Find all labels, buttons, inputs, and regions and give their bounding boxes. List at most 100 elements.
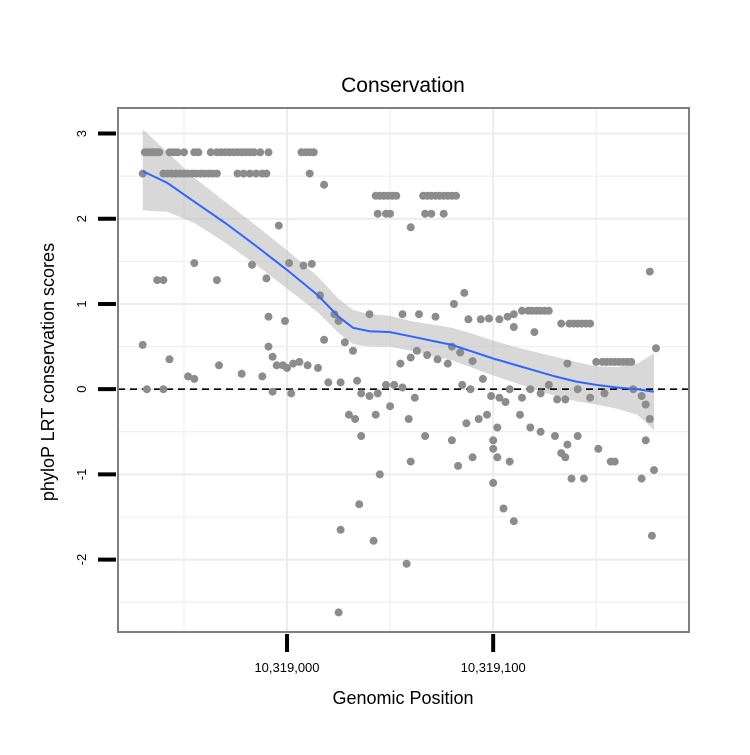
data-point <box>454 461 463 470</box>
data-point <box>641 436 650 445</box>
data-point <box>450 300 458 308</box>
data-point <box>386 209 395 218</box>
data-point <box>307 259 316 268</box>
data-point <box>406 457 415 466</box>
data-point <box>289 359 298 368</box>
data-point <box>245 169 254 178</box>
data-point <box>252 169 261 178</box>
data-point <box>586 319 595 328</box>
data-point <box>281 317 289 325</box>
data-point <box>421 209 430 218</box>
data-point <box>650 466 658 475</box>
data-point <box>536 427 545 436</box>
data-point <box>489 478 498 487</box>
data-point <box>476 315 485 324</box>
data-point <box>518 306 526 315</box>
y-tick-label: -1 <box>74 469 89 481</box>
data-point <box>365 392 374 400</box>
data-point <box>561 453 570 462</box>
data-point <box>336 525 345 534</box>
y-tick-label: 1 <box>74 300 89 307</box>
data-point <box>647 531 656 540</box>
data-point <box>637 474 646 483</box>
data-point <box>610 457 619 466</box>
data-point <box>462 419 471 428</box>
data-point <box>458 380 467 389</box>
data-point <box>536 389 545 398</box>
data-point <box>499 504 508 513</box>
data-point <box>371 410 380 419</box>
data-point <box>320 180 329 189</box>
data-point <box>427 209 436 218</box>
data-point <box>194 148 203 157</box>
data-point <box>155 148 164 157</box>
data-point <box>344 410 353 419</box>
data-point <box>567 474 576 483</box>
data-point <box>287 389 296 398</box>
data-point <box>373 389 382 398</box>
data-point <box>138 340 147 349</box>
data-point <box>641 400 650 409</box>
data-point <box>138 169 147 178</box>
y-tick-label: -2 <box>74 554 89 566</box>
data-point <box>466 385 475 394</box>
data-point <box>410 393 419 402</box>
data-point <box>406 353 415 362</box>
data-point <box>309 148 318 157</box>
data-point <box>173 148 182 157</box>
data-point <box>184 372 193 381</box>
data-point <box>351 415 360 423</box>
data-point <box>355 500 364 509</box>
y-tick-label: 3 <box>74 130 89 137</box>
data-point <box>586 393 595 402</box>
data-point <box>487 392 496 400</box>
data-point <box>652 344 660 353</box>
data-point <box>398 383 407 392</box>
data-point <box>382 380 390 389</box>
data-point <box>215 361 223 370</box>
data-point <box>443 359 452 368</box>
data-point <box>314 363 322 372</box>
data-point <box>340 338 349 347</box>
panel-border <box>117 107 690 633</box>
data-point <box>396 359 405 368</box>
data-point <box>489 444 498 453</box>
data-point <box>206 148 215 157</box>
data-point <box>433 355 442 364</box>
data-point <box>357 432 366 440</box>
data-point <box>645 267 654 276</box>
data-point <box>190 259 199 268</box>
data-point <box>299 261 308 270</box>
data-point <box>303 361 312 370</box>
data-point <box>452 191 461 200</box>
data-point <box>390 380 399 389</box>
data-point <box>237 369 246 378</box>
data-point <box>412 346 421 355</box>
data-point <box>365 310 374 319</box>
data-point <box>573 385 582 394</box>
data-point <box>264 312 273 321</box>
data-point <box>474 415 483 423</box>
data-point <box>553 395 562 404</box>
y-axis-ticks: -2 -1 0 1 2 3 <box>74 130 116 565</box>
data-point <box>493 453 502 462</box>
data-point <box>295 357 304 366</box>
data-point <box>262 274 271 283</box>
data-point <box>353 376 362 385</box>
data-point <box>324 378 333 387</box>
data-point <box>526 385 535 394</box>
data-point <box>369 536 378 545</box>
data-point <box>501 398 510 406</box>
data-point <box>505 385 514 394</box>
data-point <box>478 374 487 383</box>
data-point <box>212 276 221 285</box>
data-point <box>637 392 646 400</box>
data-point <box>159 385 168 394</box>
data-point <box>165 355 174 364</box>
data-point <box>373 209 382 218</box>
data-point <box>544 380 553 389</box>
smooth-line-layer <box>142 170 655 393</box>
data-point <box>561 395 570 404</box>
